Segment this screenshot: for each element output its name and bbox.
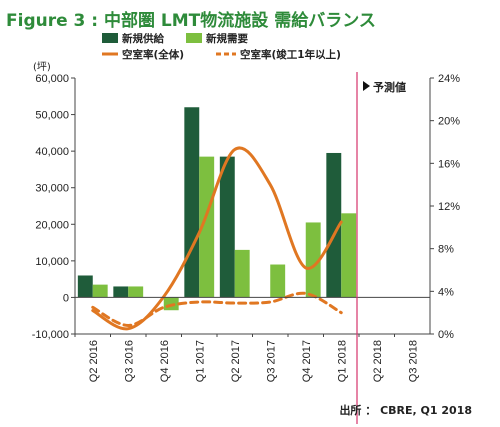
- chart-title: Figure 3 : 中部圏 LMT物流施設 需給バランス: [6, 11, 376, 31]
- supply-bar: [219, 156, 235, 298]
- left-tick-label: 40,000: [35, 146, 69, 158]
- left-tick-label: 50,000: [35, 110, 69, 122]
- y-unit-label: (坪): [33, 60, 51, 73]
- category-label: Q4 2017: [301, 340, 313, 382]
- left-tick-label: 10,000: [35, 256, 69, 268]
- demand-bar: [128, 286, 144, 298]
- legend-supply-swatch: [102, 33, 118, 43]
- legend-vacancy-all-label: 空室率(全体): [122, 48, 184, 61]
- forecast-label: 予測値: [373, 80, 406, 94]
- supply-bar: [77, 275, 93, 298]
- left-tick-label: -10,000: [32, 329, 69, 341]
- legend-vacancy-existing-label: 空室率(竣工1年以上): [240, 48, 341, 61]
- supply-bar: [326, 152, 342, 298]
- category-label: Q3 2018: [407, 340, 419, 382]
- supply-bar: [113, 286, 129, 298]
- demand-bar: [341, 213, 357, 298]
- right-tick-label: 8%: [438, 244, 454, 256]
- left-tick-label: 30,000: [35, 183, 69, 195]
- demand-bar: [305, 222, 321, 298]
- source-note: 出所 ： CBRE, Q1 2018: [339, 404, 472, 417]
- category-label: Q1 2018: [336, 340, 348, 382]
- legend-demand-swatch: [186, 33, 202, 43]
- category-label: Q1 2017: [194, 340, 206, 382]
- category-label: Q4 2016: [159, 340, 171, 382]
- left-tick-label: 0: [63, 292, 69, 304]
- category-label: Q2 2018: [372, 340, 384, 382]
- demand-bar: [234, 249, 250, 298]
- demand-bar: [270, 264, 286, 298]
- vacancy-all-line: [91, 146, 343, 331]
- right-tick-label: 20%: [438, 116, 460, 128]
- category-label: Q3 2017: [265, 340, 277, 382]
- category-label: Q2 2016: [88, 340, 100, 382]
- supply-bar: [184, 107, 200, 298]
- right-tick-label: 24%: [438, 73, 460, 85]
- legend-supply-label: 新規供給: [122, 32, 164, 45]
- forecast-arrow-icon: [363, 81, 370, 91]
- demand-bar: [92, 284, 108, 298]
- right-tick-label: 0%: [438, 329, 454, 341]
- demand-bar: [199, 156, 215, 298]
- vacancy-existing-line: [91, 291, 343, 327]
- left-tick-label: 60,000: [35, 73, 69, 85]
- right-tick-label: 16%: [438, 158, 460, 170]
- left-tick-label: 20,000: [35, 219, 69, 231]
- right-tick-label: 4%: [438, 286, 454, 298]
- legend-demand-label: 新規需要: [206, 32, 248, 45]
- right-tick-label: 12%: [438, 201, 460, 213]
- category-label: Q3 2016: [123, 340, 135, 382]
- category-label: Q2 2017: [230, 340, 242, 382]
